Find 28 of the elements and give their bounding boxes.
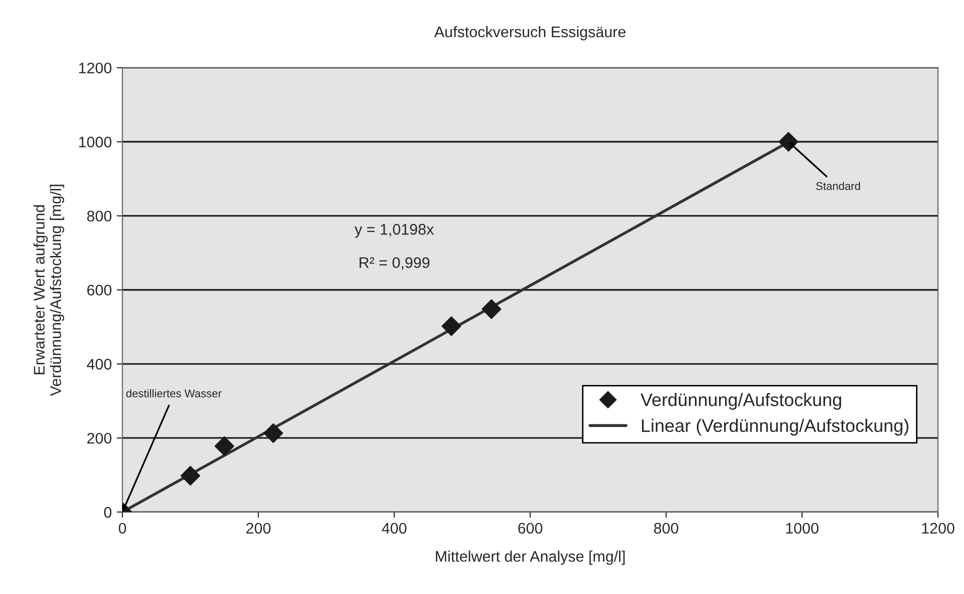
x-tick-label: 1200 xyxy=(922,522,954,534)
annotation: destilliertes Wasser xyxy=(126,389,222,398)
annotation: Standard xyxy=(816,182,860,190)
y-tick-label: 0 xyxy=(104,506,112,518)
y-tick-label: 400 xyxy=(86,358,112,370)
y-tick-label: 800 xyxy=(87,210,112,222)
y-tick-label: 1200 xyxy=(79,62,112,74)
annotation: R² = 0,999 xyxy=(360,257,430,270)
y-tick-label: 200 xyxy=(87,432,112,444)
x-tick-label: 200 xyxy=(246,522,270,534)
point xyxy=(180,466,200,486)
y-tick-label: 1000 xyxy=(79,136,112,148)
legend-label: Verdünnung/Aufstockung xyxy=(640,392,842,410)
x-tick-label: 400 xyxy=(382,522,406,534)
point xyxy=(482,299,502,319)
x-tick-label: 600 xyxy=(518,522,542,534)
point xyxy=(214,436,234,456)
chart-title: Aufstockversuch Essigsäure xyxy=(434,26,626,40)
x-axis-title: Mittelwert der Analyse [mg/l] xyxy=(436,550,625,565)
legend-label: Linear (Verdünnung/Aufstockung) xyxy=(642,418,908,436)
annotation: y = 1,0198x xyxy=(354,224,434,238)
point xyxy=(263,423,284,444)
y-axis-title: Erwarteter Wert aufgrund Verdünnung/Aufstockung [mg/l] xyxy=(33,184,64,396)
x-tick-label: 1000 xyxy=(786,522,818,534)
point xyxy=(442,316,462,336)
y-tick-label: 600 xyxy=(87,284,112,296)
x-tick-label: 800 xyxy=(654,522,678,534)
x-tick-label: 0 xyxy=(118,522,126,534)
